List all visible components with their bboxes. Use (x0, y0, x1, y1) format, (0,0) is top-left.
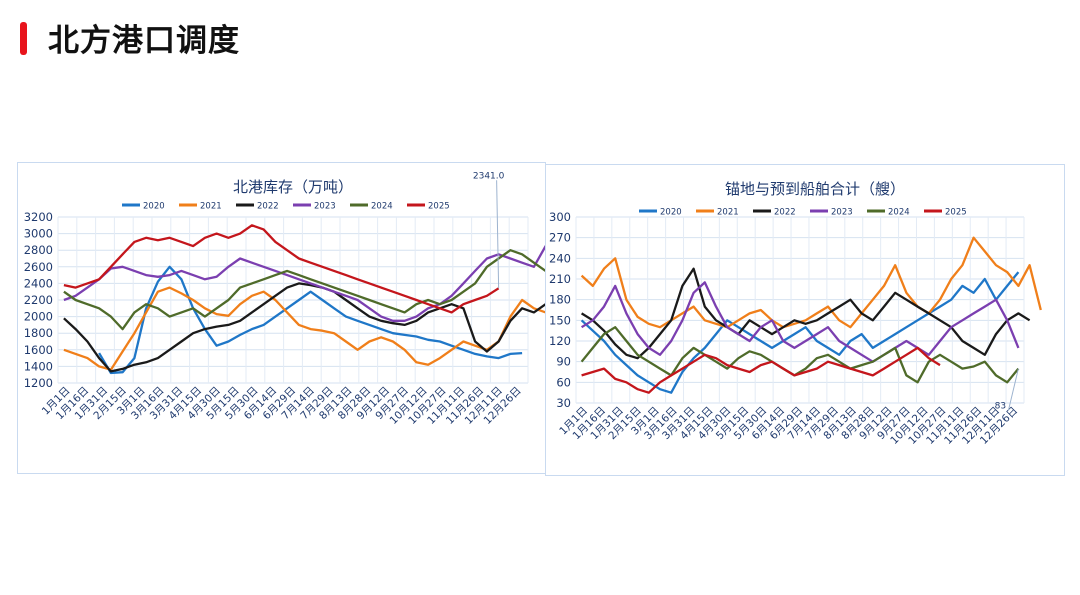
series-line-2025 (581, 346, 941, 394)
y-tick-label: 180 (549, 293, 571, 307)
y-tick-label: 150 (549, 313, 571, 327)
y-tick-label: 2000 (24, 310, 53, 324)
y-tick-label: 120 (549, 334, 571, 348)
y-tick-label: 2400 (24, 276, 53, 290)
series-line-2023 (580, 281, 1020, 363)
chart-panel-anchorage-ships: 锚地与预到船舶合计（艘） 2020 2021 2022 2023 2024 2025 30 60… (545, 164, 1065, 476)
anchorage-ships-chart: 锚地与预到船舶合计（艘） 2020 2021 2022 2023 2024 2025 30 60… (549, 180, 1042, 447)
legend-label-2021: 2021 (717, 208, 739, 218)
y-tick-label: 2800 (24, 243, 53, 257)
legend-label-2025: 2025 (945, 208, 967, 218)
y-tick-label: 210 (549, 272, 571, 286)
legend-label-2022: 2022 (257, 202, 279, 212)
series-line-2022 (63, 282, 545, 373)
title-accent-bar (20, 22, 27, 55)
y-tick-label: 1800 (24, 326, 53, 340)
page-title: 北方港口调度 (48, 23, 240, 59)
legend-label-2023: 2023 (831, 208, 853, 218)
series-line-2023 (63, 245, 545, 322)
legend-label-2020: 2020 (660, 208, 682, 218)
y-tick-label: 2200 (24, 293, 53, 307)
annotation-label: 2341.0 (473, 171, 505, 181)
chart-title: 锚地与预到船舶合计（艘） (725, 180, 905, 198)
annotation-leader (496, 180, 500, 289)
series-line-2020 (98, 265, 523, 375)
series-line-2020 (580, 271, 1020, 394)
annotation-label: 83 (995, 402, 1006, 412)
series-line-2022 (580, 267, 1031, 360)
port-inventory-chart: 北港库存（万吨） 2020 2021 2022 2023 2024 2025 1200 1400… (24, 171, 545, 427)
chart-title: 北港库存（万吨） (233, 178, 353, 196)
legend-label-2025: 2025 (428, 202, 450, 212)
y-tick-label: 1600 (24, 343, 53, 357)
legend-label-2021: 2021 (200, 202, 222, 212)
series-line-2025 (63, 224, 500, 314)
y-tick-label: 60 (556, 375, 571, 389)
y-tick-label: 1200 (24, 376, 53, 390)
legend-label-2020: 2020 (143, 202, 165, 212)
y-tick-label: 240 (549, 251, 571, 265)
legend-label-2024: 2024 (371, 202, 393, 212)
series-line-2021 (580, 236, 1042, 329)
y-tick-label: 3200 (24, 210, 53, 224)
legend-label-2022: 2022 (774, 208, 796, 218)
legend-label-2023: 2023 (314, 202, 336, 212)
y-tick-label: 3000 (24, 227, 53, 241)
series-line-2024 (580, 326, 1020, 384)
legend-label-2024: 2024 (888, 208, 910, 218)
y-tick-label: 2600 (24, 260, 53, 274)
series-line-2021 (63, 286, 545, 371)
y-tick-label: 90 (556, 355, 571, 369)
annotation-leader (1007, 368, 1019, 411)
y-tick-label: 1400 (24, 359, 53, 373)
y-tick-label: 270 (549, 231, 571, 245)
chart-panel-port-inventory: 北港库存（万吨） 2020 2021 2022 2023 2024 2025 1200 1400… (17, 162, 546, 474)
series-line-2024 (63, 249, 545, 331)
y-tick-label: 30 (556, 396, 571, 410)
y-tick-label: 300 (549, 210, 571, 224)
